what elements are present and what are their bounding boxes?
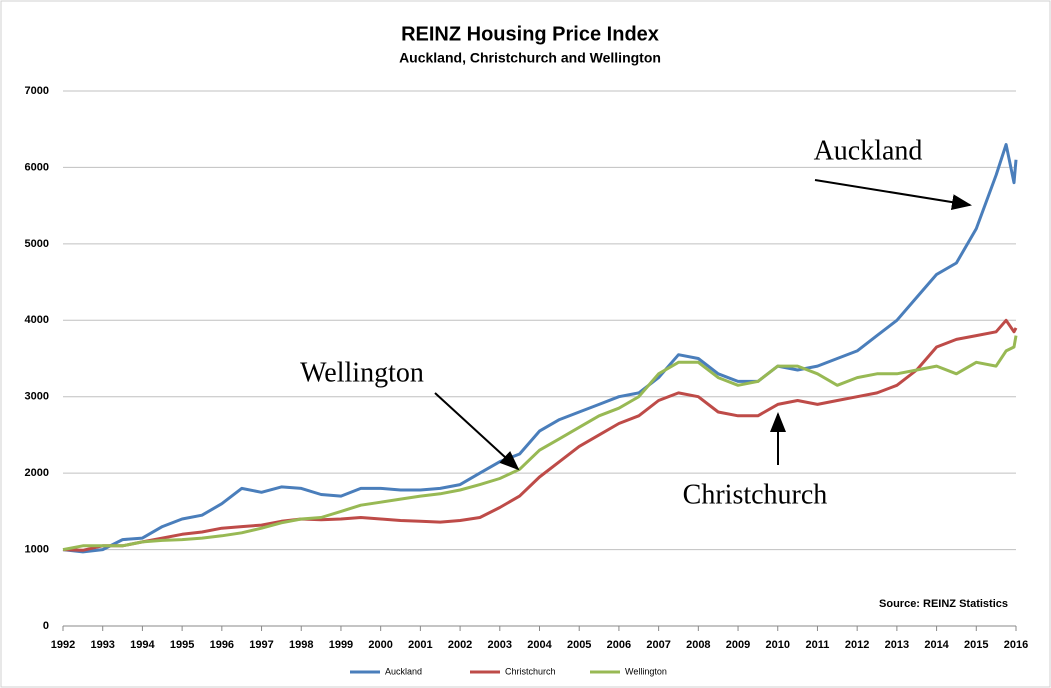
x-tick-label: 2012 bbox=[845, 639, 869, 651]
y-tick-label: 6000 bbox=[25, 161, 49, 173]
legend-label: Christchurch bbox=[505, 666, 556, 676]
x-tick-label: 2013 bbox=[885, 639, 909, 651]
chart-title: REINZ Housing Price Index bbox=[401, 23, 659, 45]
x-tick-label: 1994 bbox=[130, 639, 155, 651]
line-series bbox=[62, 318, 1018, 552]
x-tick-label: 1992 bbox=[51, 639, 75, 651]
x-tick-label: 2004 bbox=[527, 639, 552, 651]
annotation-arrow bbox=[434, 392, 520, 471]
x-tick-label: 1997 bbox=[249, 639, 273, 651]
x-tick-label: 1999 bbox=[329, 639, 353, 651]
x-tick-label: 2014 bbox=[924, 639, 949, 651]
x-tick-label: 2015 bbox=[964, 639, 988, 651]
line-series bbox=[62, 143, 1018, 554]
y-tick-label: 2000 bbox=[25, 467, 49, 479]
legend-label: Auckland bbox=[385, 666, 422, 676]
plot-area: 0 1000 2000 3000 4000 5000 6000 7000 1992 1993 199… bbox=[25, 85, 1029, 676]
y-tick-label: 1000 bbox=[25, 543, 49, 555]
line-series bbox=[62, 335, 1018, 552]
annotation: Christchurch bbox=[683, 479, 828, 510]
annotation: Wellington bbox=[300, 357, 424, 388]
x-tick-label: 2011 bbox=[806, 639, 830, 651]
x-tick-label: 1998 bbox=[289, 639, 313, 651]
x-tick-label: 2010 bbox=[766, 639, 790, 651]
x-tick-label: 1996 bbox=[210, 639, 234, 651]
x-tick-label: 2008 bbox=[686, 639, 710, 651]
chart-subtitle: Auckland, Christchurch and Wellington bbox=[399, 50, 661, 66]
x-tick-label: 2000 bbox=[368, 639, 392, 651]
x-tick-label: 2003 bbox=[488, 639, 512, 651]
x-tick-label: 1995 bbox=[170, 639, 194, 651]
y-tick-label: 3000 bbox=[25, 391, 49, 403]
x-tick-label: 2002 bbox=[448, 639, 472, 651]
x-tick-label: 2007 bbox=[646, 639, 670, 651]
x-tick-label: 2005 bbox=[567, 639, 591, 651]
y-tick-label: 4000 bbox=[25, 314, 49, 326]
x-tick-label: 1993 bbox=[90, 639, 114, 651]
annotation-arrow bbox=[814, 179, 972, 211]
x-tick-label: 2006 bbox=[607, 639, 631, 651]
x-tick-label: 2009 bbox=[726, 639, 750, 651]
y-tick-label: 5000 bbox=[25, 238, 49, 250]
source-note: Source: REINZ Statistics bbox=[879, 598, 1008, 610]
x-tick-label: 2016 bbox=[1004, 639, 1028, 651]
legend-label: Wellington bbox=[625, 666, 667, 676]
x-tick-label: 2001 bbox=[408, 639, 432, 651]
annotation: Auckland bbox=[814, 135, 923, 166]
y-tick-label: 0 bbox=[43, 620, 49, 632]
y-tick-label: 7000 bbox=[25, 85, 49, 97]
